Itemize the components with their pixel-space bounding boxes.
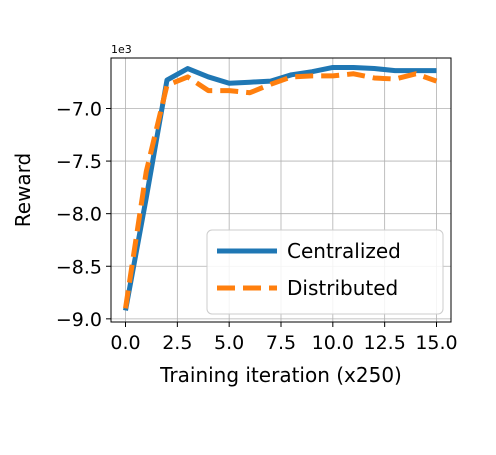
x-tick-label: 15.0 [415,332,457,354]
x-axis-ticks: 0.0 2.5 5.0 7.5 10.0 12.5 15.0 [110,322,458,354]
x-tick-label: 7.5 [266,332,296,354]
y-axis-ticks: −9.0 −8.5 −8.0 −7.5 −7.0 [56,98,111,331]
legend: Centralized Distributed [206,229,444,315]
y-axis-label: Reward [11,153,35,227]
y-tick-label: −9.0 [56,309,102,331]
y-offset-label: 1e3 [111,43,132,56]
y-tick-label: −8.0 [56,204,102,226]
x-tick-label: 5.0 [214,332,244,354]
series-lines [123,64,438,311]
y-tick-label: −8.5 [56,256,102,278]
x-tick-label: 2.5 [162,332,192,354]
x-tick-label: 10.0 [312,332,354,354]
x-tick-label: 0.0 [110,332,140,354]
legend-label-centralized: Centralized [287,239,401,263]
y-tick-label: −7.5 [56,151,102,173]
series-line-distributed [123,71,438,309]
legend-label-distributed: Distributed [287,276,398,300]
x-tick-label: 12.5 [364,332,406,354]
y-tick-label: −7.0 [56,98,102,120]
x-axis-label: Training iteration (x250) [159,363,402,387]
